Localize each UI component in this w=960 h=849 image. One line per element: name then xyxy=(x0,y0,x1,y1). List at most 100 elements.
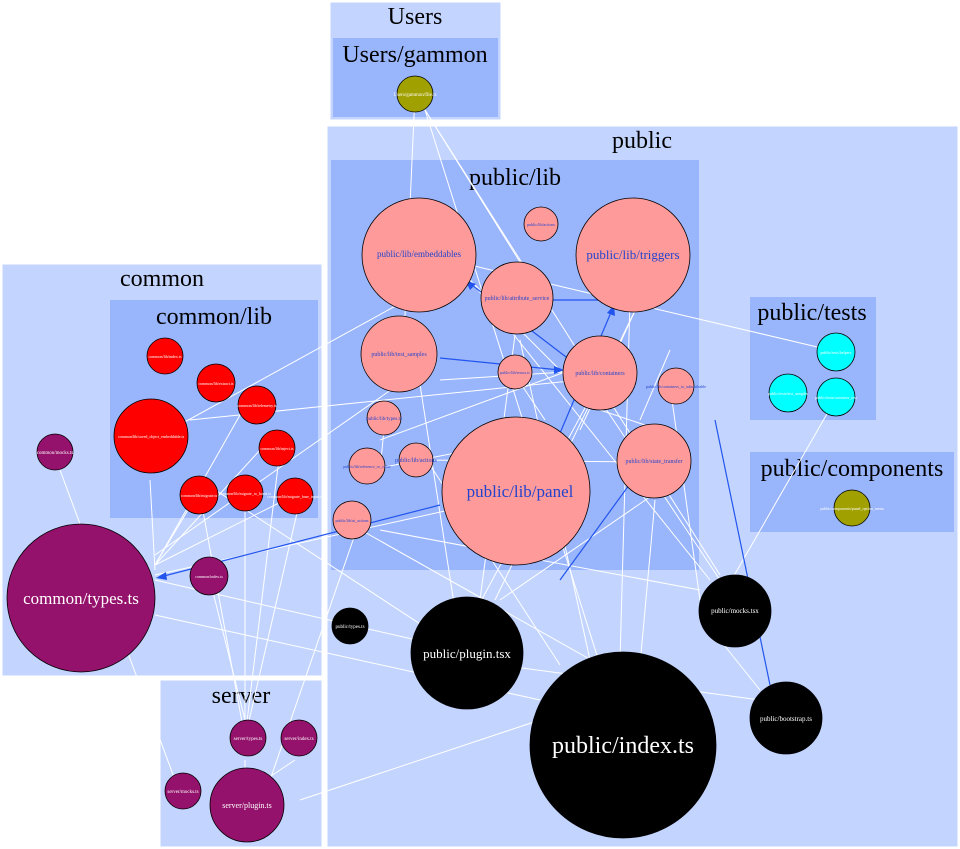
node-lib-with-subs[interactable]: public/lib/containers_to_subscribable xyxy=(646,367,706,405)
node-label: Users/gammon/file.ts xyxy=(394,93,437,98)
edge-dependency xyxy=(714,419,771,686)
node-label: public/lib/reference_or_value xyxy=(343,464,391,469)
edge xyxy=(154,494,296,566)
node-cl-telemetry[interactable]: common/lib/telemetry.ts xyxy=(238,385,277,425)
edge xyxy=(209,579,246,721)
node-label: common/lib/migrate.ts xyxy=(181,493,218,498)
edge xyxy=(379,371,566,441)
node-cl-saved-object[interactable]: common/lib/saved_object_embeddable.ts xyxy=(113,398,189,474)
node-label: common/lib/inject.ts xyxy=(261,446,294,451)
node-server-plugin[interactable]: server/plugin.ts xyxy=(209,767,285,843)
node-label: public/lib/ui_actions xyxy=(336,518,369,523)
node-label: public/components/panel_option_menu xyxy=(820,506,883,511)
arrowhead xyxy=(554,366,564,374)
node-label: public/types.ts xyxy=(335,625,364,630)
node-public-bootstrap[interactable]: public/bootstrap.ts xyxy=(749,681,823,755)
node-label: public/lib/triggers xyxy=(586,247,679,262)
cluster-label-users-gammon: Users/gammon xyxy=(342,42,487,68)
node-server-types[interactable]: server/types.ts xyxy=(229,719,267,757)
cluster-label-public-components: public/components xyxy=(761,456,944,482)
edge xyxy=(639,349,671,421)
cluster-label-common: common xyxy=(120,266,204,292)
node-public-index[interactable]: public/index.ts xyxy=(529,651,717,839)
node-label: common/lib/saved_object_embeddable.ts xyxy=(118,434,185,439)
node-label: common/lib/index.ts xyxy=(149,354,182,359)
node-label: common/lib/extract.ts xyxy=(199,381,234,386)
node-lib-attribute-service[interactable]: public/lib/attribute_service xyxy=(480,261,554,335)
node-label: public/lib/state_transfer xyxy=(626,458,683,465)
node-label: public/lib/types.ts xyxy=(366,417,402,422)
node-label: public/index.ts xyxy=(552,733,694,759)
node-common-mocks[interactable]: common/mocks.ts xyxy=(36,433,74,471)
node-public-plugin[interactable]: public/plugin.tsx xyxy=(410,596,524,710)
edge xyxy=(299,719,541,801)
node-components[interactable]: public/components/panel_option_menu xyxy=(820,489,884,527)
node-public-types[interactable]: public/types.ts xyxy=(331,607,369,645)
node-lib-actions[interactable]: public/lib/actions xyxy=(395,442,437,478)
node-label: public/lib/test_samples xyxy=(371,352,427,358)
node-label: common/lib/migrate_to_latest.ts xyxy=(219,491,271,496)
edge xyxy=(424,109,721,576)
node-label: public/lib/embeddables xyxy=(377,249,461,259)
node-label: common/mocks.ts xyxy=(37,451,74,456)
node-label: common/index.ts xyxy=(195,574,223,579)
cluster-label-public-tests: public/tests xyxy=(757,300,866,326)
node-lib-test-samples[interactable]: public/lib/test_samples xyxy=(360,315,438,393)
node-label: server/index.ts xyxy=(284,737,313,742)
node-lib-errors[interactable]: public/lib/errors.ts xyxy=(497,354,533,390)
node-users-gammon-file[interactable]: Users/gammon/file.ts xyxy=(394,75,437,113)
node-label: public/tests/test_samples xyxy=(768,391,808,396)
node-label: common/types.ts xyxy=(23,589,139,608)
node-label: common/lib/telemetry.ts xyxy=(238,403,277,408)
cluster-label-public-lib: public/lib xyxy=(469,165,561,191)
node-lib-state-transfer[interactable]: public/lib/state_transfer xyxy=(616,423,692,499)
node-lib-ui-actions[interactable]: public/lib/ui_actions xyxy=(332,500,372,540)
cluster-label-users: Users xyxy=(388,4,443,30)
node-lib-panel[interactable]: public/lib/panel xyxy=(441,416,591,566)
node-label: public/lib/actions xyxy=(527,222,555,227)
node-label: common/lib/migrate_base_input.ts xyxy=(267,494,323,499)
node-tests-a[interactable]: public/tests/helpers xyxy=(816,332,856,372)
node-label: server/plugin.ts xyxy=(222,801,272,810)
node-common-index[interactable]: common/index.ts xyxy=(189,556,229,596)
node-label: public/tests/helpers xyxy=(821,350,852,355)
node-lib-actions-small[interactable]: public/lib/actions xyxy=(523,206,559,242)
node-label: public/lib/attribute_service xyxy=(485,296,550,302)
node-public-mocks[interactable]: public/mocks.tsx xyxy=(698,574,772,648)
node-lib-types[interactable]: public/lib/types.ts xyxy=(366,400,402,436)
cluster-label-public: public xyxy=(612,128,672,154)
node-label: server/types.ts xyxy=(234,737,263,742)
node-server-mocks[interactable]: server/mocks.ts xyxy=(164,772,202,810)
edge xyxy=(719,639,761,691)
node-cl-index[interactable]: common/lib/index.ts xyxy=(146,337,184,375)
node-label: public/tests/container_test xyxy=(815,395,858,400)
node-lib-triggers[interactable]: public/lib/triggers xyxy=(575,197,691,313)
edge xyxy=(149,479,156,571)
node-lib-reference-or-value[interactable]: public/lib/reference_or_value xyxy=(343,447,391,485)
node-label: public/lib/containers_to_subscribable xyxy=(646,384,706,389)
node-lib-embeddables[interactable]: public/lib/embeddables xyxy=(361,197,477,313)
node-cl-migrate-base[interactable]: common/lib/migrate_base_input.ts xyxy=(267,477,323,515)
cluster-users: Users Users/gammon xyxy=(329,1,502,121)
node-cl-migrate-to-latest[interactable]: common/lib/migrate_to_latest.ts xyxy=(219,474,271,512)
node-label: public/lib/containers xyxy=(575,371,625,377)
node-common-types[interactable]: common/types.ts xyxy=(6,523,156,673)
node-label: public/lib/errors.ts xyxy=(500,370,530,375)
node-cl-extract[interactable]: common/lib/extract.ts xyxy=(196,363,236,403)
edge xyxy=(499,489,661,601)
edge-dependency xyxy=(559,469,641,581)
node-cl-migrate[interactable]: common/lib/migrate.ts xyxy=(179,475,219,515)
node-server-index[interactable]: server/index.ts xyxy=(280,719,318,757)
node-label: public/mocks.tsx xyxy=(711,607,759,615)
node-cl-inject[interactable]: common/lib/inject.ts xyxy=(258,429,296,467)
nodes: Users/gammon/file.ts public/lib/embeddab… xyxy=(6,75,884,843)
edge xyxy=(244,499,301,739)
edge xyxy=(719,399,836,601)
edge xyxy=(351,524,601,666)
node-label: server/mocks.ts xyxy=(167,790,198,795)
arrowhead xyxy=(156,572,167,580)
node-tests-b[interactable]: public/tests/test_samples xyxy=(768,373,808,413)
node-lib-containers[interactable]: public/lib/containers xyxy=(562,335,638,411)
node-tests-c[interactable]: public/tests/container_test xyxy=(815,377,858,417)
